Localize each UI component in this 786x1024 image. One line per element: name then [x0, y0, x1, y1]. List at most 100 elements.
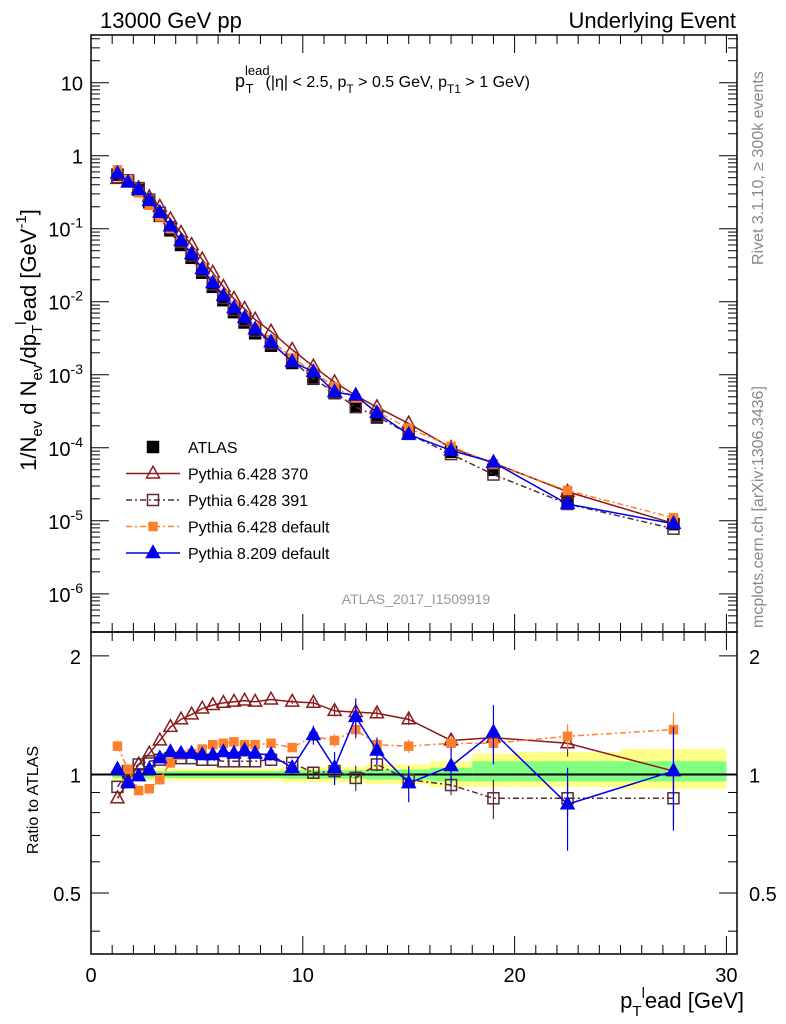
ratio-plot: 0 10 20 30 0.5 0.5 1 1 2 2: [53, 632, 777, 987]
y-tick-label: 10-1: [48, 215, 83, 242]
ratio-point: [130, 767, 147, 782]
series-p8def: [109, 164, 682, 529]
ratio-point: [112, 741, 123, 751]
x-tick-label: 30: [715, 965, 737, 987]
ratio-point: [562, 731, 573, 742]
point: [263, 333, 279, 348]
point: [284, 353, 300, 368]
ratio-point: [236, 691, 253, 706]
ratio-point: [307, 766, 320, 779]
point: [247, 320, 263, 335]
rivet-label: Rivet 3.1.10, ≥ 300k events: [750, 71, 767, 265]
ratio-point: [305, 694, 322, 709]
ratio-point: [369, 741, 385, 756]
ratio-point: [226, 692, 242, 707]
ratio-point: [144, 783, 154, 794]
ratio-point: [305, 726, 322, 741]
y-axis-label-text: 1/Nev d Nev/dpTlead [GeV-1]: [13, 209, 46, 471]
legend: ATLAS Pythia 6.428 370 Pythia 6.428 391 Pyt…: [126, 440, 330, 563]
main-axis-ticks: [90, 35, 737, 633]
ratio-point: [120, 774, 136, 789]
y-tick-label: 2: [70, 647, 81, 669]
band-inner: [472, 761, 515, 782]
y-tick-label: 1: [70, 765, 81, 787]
y-tick-label: 10-3: [48, 361, 83, 388]
header-left: 13000 GeV pp: [100, 8, 242, 33]
legend-marker: [148, 521, 158, 532]
mcplots-label: mcplots.cern.ch [arXiv:1306.3436]: [750, 386, 767, 628]
ratio-point: [446, 738, 456, 749]
ratio-point: [215, 694, 232, 709]
ratio-point: [133, 785, 144, 796]
ratio-point: [173, 744, 189, 759]
x-tick-label: 10: [292, 965, 314, 987]
ratio-point: [487, 792, 500, 805]
ratio-point: [205, 696, 221, 711]
point: [162, 217, 179, 232]
ratio-point: [173, 710, 189, 725]
point: [665, 514, 682, 529]
ratio-point: [247, 692, 263, 707]
ratio-point: [162, 718, 179, 733]
point: [226, 299, 242, 314]
y-tick-label: 0.5: [53, 884, 81, 906]
legend-label: ATLAS: [188, 440, 238, 457]
x-axis-label-text: pTlead [GeV]: [620, 985, 744, 1020]
ratio-point: [347, 708, 364, 723]
legend-item: Pythia 6.428 370: [126, 464, 308, 484]
ratio-y-axis-label: Ratio to ATLAS: [25, 746, 42, 854]
point: [326, 383, 343, 398]
point: [215, 287, 232, 302]
ratio-point: [263, 746, 279, 761]
legend-label: Pythia 6.428 370: [188, 467, 308, 484]
y-tick-label-right: 1: [749, 765, 760, 787]
ratio-point: [284, 692, 300, 707]
legend-item: Pythia 6.428 391: [126, 493, 308, 510]
ratio-point: [165, 758, 176, 768]
ratio-point: [329, 735, 340, 746]
legend-item: ATLAS: [146, 440, 238, 457]
ratio-point: [287, 742, 297, 753]
ratio-point: [162, 743, 179, 758]
point: [562, 485, 573, 496]
point: [487, 468, 500, 481]
ratio-point: [155, 774, 165, 785]
ratio-point: [326, 702, 343, 717]
legend-label: Pythia 8.209 default: [188, 546, 330, 563]
ratio-point: [194, 746, 210, 761]
point: [559, 495, 576, 510]
header-right: Underlying Event: [568, 8, 736, 33]
ratio-point: [665, 762, 682, 777]
ratio-series-p8def: [109, 698, 682, 851]
legend-marker: [145, 464, 161, 479]
ratio-point: [326, 758, 343, 773]
ratio-point: [141, 744, 158, 759]
point: [485, 453, 502, 468]
ratio-point: [403, 741, 414, 751]
ratio-series-p370: [109, 690, 682, 804]
legend-marker: [145, 544, 161, 559]
ratio-point: [266, 738, 276, 749]
legend-item: Pythia 6.428 default: [126, 520, 330, 537]
y-tick-label: 10: [61, 74, 83, 96]
y-tick-label-right: 2: [749, 647, 760, 669]
y-tick-label: 10-6: [48, 580, 83, 607]
point: [152, 204, 168, 219]
ratio-point: [349, 771, 363, 785]
ratio-point: [123, 764, 133, 775]
point: [236, 309, 253, 324]
legend-label: Pythia 6.428 default: [188, 520, 330, 537]
ratio-point: [236, 741, 253, 756]
point: [173, 232, 189, 247]
ratio-point: [183, 744, 200, 759]
y-tick-label: 10-4: [48, 434, 83, 461]
ratio-point: [400, 710, 417, 725]
legend-label: Pythia 6.428 391: [188, 493, 308, 510]
ratio-point: [194, 699, 210, 714]
ratio-point: [443, 757, 459, 772]
legend-marker: [146, 493, 160, 507]
point: [400, 425, 417, 440]
ratio-point: [369, 704, 385, 719]
point: [369, 404, 385, 419]
